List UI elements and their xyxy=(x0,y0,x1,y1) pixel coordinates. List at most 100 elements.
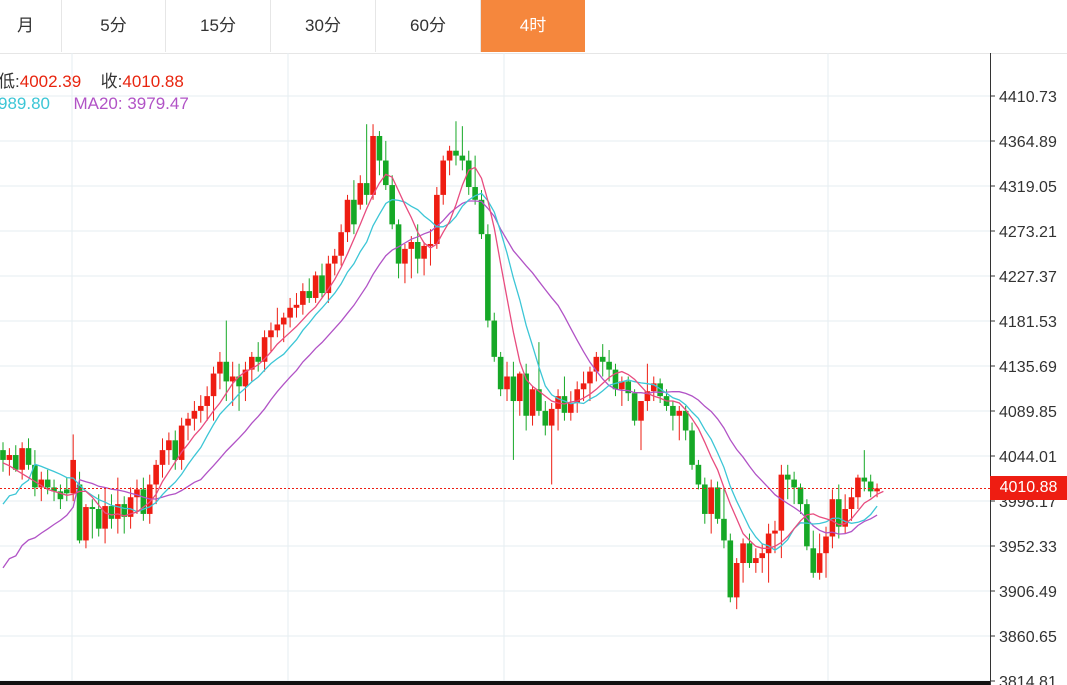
candle-body xyxy=(223,361,230,382)
candle-body xyxy=(178,425,185,460)
candle-body xyxy=(121,504,128,517)
candle-body xyxy=(536,389,542,411)
candle-body xyxy=(134,489,140,498)
candle-body xyxy=(504,376,510,390)
tab-4hour[interactable]: 4时 xyxy=(481,0,585,52)
y-tick-label: 4273.21 xyxy=(999,224,1057,241)
y-tick-label: 4181.53 xyxy=(999,314,1057,331)
candle-body xyxy=(191,410,198,419)
candle-body xyxy=(721,518,727,541)
close-value: 4010.88 xyxy=(122,72,184,91)
candle-body xyxy=(568,402,574,413)
candle-body xyxy=(797,487,804,505)
candle-body xyxy=(115,504,121,519)
candle-body xyxy=(625,381,632,394)
candle-body xyxy=(363,183,370,195)
candle-body xyxy=(695,464,702,485)
tab-15min[interactable]: 15分 xyxy=(166,0,271,52)
candle-body xyxy=(325,263,332,294)
candle-body xyxy=(619,381,625,390)
candle-body xyxy=(159,450,166,465)
candle-body xyxy=(842,509,848,527)
candle-body xyxy=(446,150,453,161)
candle-body xyxy=(529,389,536,416)
candle-body xyxy=(70,459,76,494)
candle-body xyxy=(153,464,159,485)
candle-body xyxy=(357,183,364,205)
candle-body xyxy=(810,548,817,573)
candle-body xyxy=(185,418,191,426)
candle-body xyxy=(753,558,759,564)
candle-body xyxy=(733,563,740,598)
y-tick-label: 3860.65 xyxy=(999,629,1057,646)
ma5-line xyxy=(2,166,884,549)
candle-body xyxy=(108,506,115,519)
candle-body xyxy=(708,487,714,514)
candle-body xyxy=(204,396,210,406)
y-tick-label: 4044.01 xyxy=(999,449,1057,466)
close-label: 收: xyxy=(100,72,123,91)
y-tick-label: 3952.33 xyxy=(999,539,1057,556)
candle-body xyxy=(319,275,325,294)
candle-body xyxy=(823,536,829,554)
y-tick-label: 3906.49 xyxy=(999,584,1057,601)
candle-body xyxy=(95,509,102,529)
candle-body xyxy=(102,506,108,529)
candle-body xyxy=(312,275,319,298)
ma10-line xyxy=(2,192,878,551)
y-tick-label: 4319.05 xyxy=(999,179,1057,196)
candle-body xyxy=(338,232,344,256)
candle-body xyxy=(510,376,517,402)
candle-body xyxy=(765,533,772,554)
y-tick-label: 4135.69 xyxy=(999,359,1057,376)
candle-body xyxy=(229,376,236,382)
candle-body xyxy=(236,376,242,387)
candle-body xyxy=(268,330,274,338)
candle-body xyxy=(57,491,64,500)
candle-body xyxy=(44,479,51,488)
candle-body xyxy=(351,199,357,225)
tab-60min[interactable]: 60分 xyxy=(376,0,481,52)
candle-body xyxy=(542,410,549,426)
candle-body xyxy=(261,337,268,362)
candle-body xyxy=(848,497,855,510)
tab-30min[interactable]: 30分 xyxy=(271,0,376,52)
candle-body xyxy=(874,488,880,492)
candle-body xyxy=(472,187,478,200)
ma20-line xyxy=(2,200,878,569)
candle-body xyxy=(599,356,606,362)
candle-body xyxy=(12,455,19,470)
candle-body xyxy=(867,481,874,492)
candle-body xyxy=(127,497,134,517)
candle-body xyxy=(861,477,868,482)
candle-body xyxy=(670,405,676,416)
candle-body xyxy=(376,135,383,161)
candle-body xyxy=(759,553,766,559)
tab-5min[interactable]: 5分 xyxy=(62,0,166,52)
tab-month[interactable]: 月 xyxy=(0,0,62,52)
candle-body xyxy=(548,408,555,426)
candle-body xyxy=(287,307,293,318)
candle-body xyxy=(166,440,172,451)
candle-body xyxy=(440,160,447,195)
candle-body xyxy=(76,484,83,541)
y-tick-label: 4227.37 xyxy=(999,269,1057,286)
ma-legend: 989.80 MA20: 3979.47 xyxy=(0,94,189,114)
candle-body xyxy=(306,291,313,298)
candle-body xyxy=(516,373,523,402)
candle-body xyxy=(650,383,657,392)
candle-body xyxy=(0,450,6,460)
candle-body xyxy=(682,410,689,431)
candle-body xyxy=(395,224,402,264)
candle-body xyxy=(197,405,204,411)
candle-body xyxy=(280,317,287,325)
candle-body xyxy=(804,504,810,547)
last-price-label: 4010.88 xyxy=(990,476,1067,500)
candle-body xyxy=(331,255,338,264)
candle-body xyxy=(702,484,708,514)
candle-body xyxy=(612,369,619,390)
y-tick-label: 4089.85 xyxy=(999,404,1057,421)
price-axis-line xyxy=(990,53,991,685)
candle-body xyxy=(778,474,785,531)
candle-body xyxy=(746,543,753,564)
